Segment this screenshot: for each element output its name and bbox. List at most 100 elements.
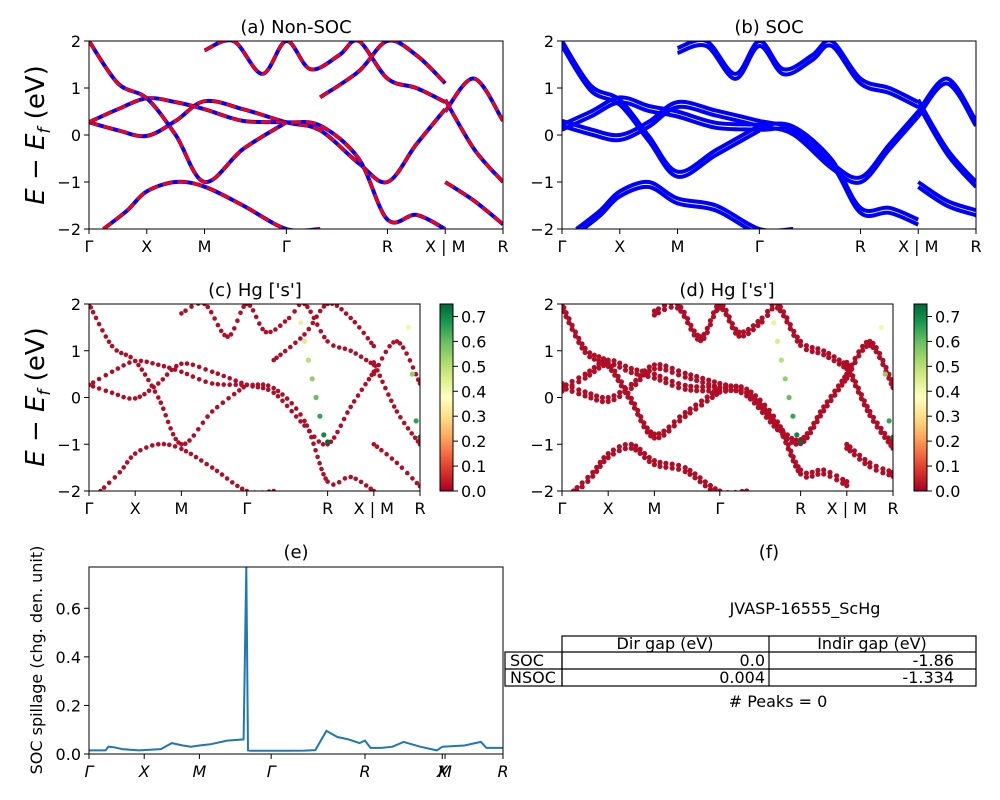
band-point [745, 326, 752, 333]
band-point [599, 398, 606, 405]
band-point [591, 352, 597, 358]
band-point [814, 419, 820, 425]
band-point [230, 480, 235, 485]
band-point [597, 463, 603, 469]
colorbar-tick-label: 0.7 [461, 307, 486, 326]
band-point [651, 366, 658, 372]
band-point [700, 375, 706, 381]
band-point [605, 455, 611, 461]
band-point [288, 344, 293, 350]
band-point [325, 304, 330, 307]
band-point [331, 435, 337, 440]
band-point [821, 408, 827, 414]
band-point [119, 350, 124, 356]
xtick-label: R [497, 237, 508, 256]
band-point [410, 476, 415, 481]
band-point [407, 358, 413, 363]
band-point [759, 319, 765, 325]
band-point [137, 394, 143, 400]
band-point [585, 478, 591, 484]
band-point [278, 323, 283, 329]
band-point [628, 365, 634, 372]
band-line [562, 44, 761, 179]
table-cell: 0.004 [719, 668, 765, 687]
band-point [363, 357, 369, 363]
panel-d-points [562, 304, 893, 491]
band-point [156, 442, 161, 447]
band-point [639, 368, 645, 374]
band-point [651, 458, 658, 464]
band-point [618, 383, 625, 389]
xtick-label: Γ [85, 499, 94, 518]
band-point [305, 357, 311, 363]
band-point [302, 418, 307, 424]
band-point [661, 304, 668, 309]
band-point [809, 469, 815, 475]
band-point [599, 394, 606, 401]
panel-c-frame [88, 303, 421, 492]
band-point [852, 359, 858, 366]
band-point [663, 380, 669, 386]
band-point [191, 433, 197, 438]
band-point [293, 406, 299, 411]
band-point [638, 418, 644, 424]
band-point [563, 382, 569, 388]
band-point [214, 468, 220, 474]
band-point [704, 398, 710, 404]
xtick-label: X [436, 762, 449, 781]
band-point [353, 351, 359, 356]
band-point [702, 483, 708, 489]
band-point [225, 334, 230, 340]
band-point [179, 442, 184, 447]
band-point [569, 326, 575, 332]
xtick-label: M [192, 762, 206, 781]
band-point [622, 388, 628, 395]
band-point [336, 345, 342, 350]
band-point [699, 398, 705, 404]
band-point [389, 398, 394, 404]
band-point [616, 448, 622, 454]
xtick-label: R [359, 762, 370, 781]
band-point [357, 325, 362, 330]
band-point [132, 358, 138, 364]
band-line [318, 41, 447, 100]
band-point [209, 409, 215, 414]
band-point [93, 315, 99, 321]
band-point [247, 304, 253, 308]
band-point [280, 392, 285, 397]
band-point [616, 444, 622, 450]
band-point [168, 426, 173, 431]
band-point [156, 381, 161, 386]
xtick-label: R [795, 499, 806, 518]
band-point [341, 416, 347, 422]
band-point [221, 382, 226, 387]
band-point [146, 377, 151, 383]
band-point [704, 329, 710, 335]
band-point [582, 371, 588, 377]
band-point [733, 330, 739, 336]
band-point [316, 439, 322, 444]
band-point [706, 377, 712, 383]
band-point [611, 358, 617, 364]
band-point [179, 361, 184, 367]
band-point [693, 406, 699, 412]
band-point [639, 372, 645, 378]
band-point [605, 363, 611, 369]
band-point [579, 345, 585, 351]
band-point [637, 446, 643, 452]
band-point [196, 364, 202, 370]
band-line [916, 103, 976, 189]
band-point [824, 403, 830, 409]
band-point [844, 479, 850, 485]
band-point [128, 455, 134, 460]
band-point [127, 396, 132, 401]
band-point [562, 309, 567, 315]
band-point [798, 342, 804, 348]
spillage-line [89, 567, 503, 752]
band-point [651, 462, 658, 468]
band-point [633, 443, 639, 449]
band-point [745, 330, 752, 337]
band-point [215, 322, 221, 328]
panel-a-frame [88, 40, 504, 230]
band-point [723, 384, 729, 390]
